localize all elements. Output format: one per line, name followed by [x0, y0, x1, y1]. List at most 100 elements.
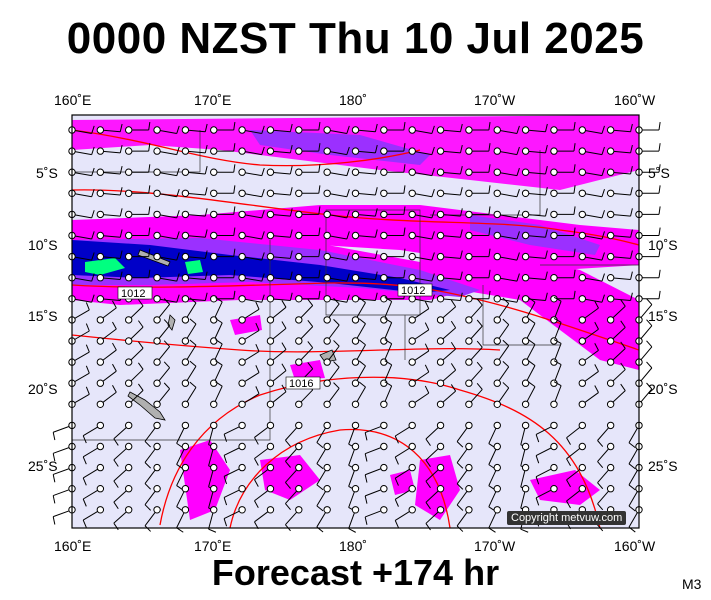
- wind-station-circle: [606, 400, 615, 408]
- right-lat-5s: 5˚S: [648, 165, 670, 181]
- wind-station-circle: [125, 189, 133, 198]
- wind-station-circle: [323, 358, 331, 366]
- wind-station-circle: [125, 337, 133, 345]
- wind-station-circle: [493, 189, 501, 198]
- wind-station-circle: [578, 252, 586, 261]
- wind-barb-feather: [364, 453, 368, 462]
- wind-barb-feather: [255, 301, 260, 310]
- wind-barb-feather: [318, 185, 321, 194]
- wind-barb-feather: [333, 319, 340, 326]
- wind-barb-feather: [119, 250, 123, 259]
- wind-station-circle: [210, 485, 218, 493]
- wind-station-circle: [465, 210, 473, 219]
- wind-barb-feather: [502, 339, 510, 347]
- wind-station-circle: [351, 506, 360, 514]
- wind-barb-feather: [597, 440, 604, 447]
- right-lat-25s: 25˚S: [648, 458, 678, 474]
- wind-barb-feather: [148, 206, 151, 215]
- wind-station-circle: [408, 210, 416, 219]
- wind-barb-feather: [476, 361, 483, 369]
- wind-barb-feather: [233, 122, 236, 131]
- wind-station-circle: [153, 168, 161, 176]
- wind-station-circle: [295, 506, 303, 514]
- wind-barb-feather: [384, 318, 392, 324]
- wind-station-circle: [295, 189, 303, 198]
- wind-station-circle: [521, 189, 530, 198]
- wind-barb-feather: [261, 167, 265, 176]
- wind-barb-feather: [316, 463, 324, 470]
- wind-barb-feather: [261, 125, 265, 134]
- wind-barb-feather: [628, 505, 636, 512]
- wind-barb-feather: [456, 462, 464, 469]
- wind-station-circle: [550, 421, 558, 430]
- wind-barb-feather: [281, 321, 287, 329]
- wind-barb-feather: [261, 146, 265, 155]
- wind-station-circle: [436, 189, 445, 198]
- wind-station-circle: [125, 379, 133, 387]
- wind-barb-feather: [459, 123, 463, 132]
- wind-station-circle: [493, 231, 501, 240]
- wind-barb-feather: [374, 166, 378, 175]
- isobar-1020: [229, 428, 451, 528]
- wind-barb-feather: [113, 522, 119, 531]
- wind-station-circle: [323, 337, 331, 345]
- wind-barb-feather: [215, 339, 223, 345]
- wind-barb-feather: [333, 340, 340, 347]
- wind-barb-feather: [82, 498, 87, 507]
- isobar-label-1012-east: 1012: [401, 285, 425, 297]
- wind-station-circle: [125, 126, 133, 134]
- wind-barb-feather: [601, 146, 605, 155]
- wind-station-circle: [351, 168, 360, 176]
- wind-station-circle: [96, 210, 105, 219]
- isobar-label-1012-west: 1012: [121, 288, 145, 300]
- wind-barb-feather: [502, 382, 510, 389]
- wind-barb-feather: [601, 273, 605, 282]
- wind-station-circle: [238, 485, 246, 493]
- wind-station-circle: [266, 210, 275, 219]
- wind-station-circle: [96, 358, 105, 366]
- wind-barb-feather: [333, 382, 340, 389]
- wind-station-circle: [153, 506, 161, 514]
- wind-barb-feather: [431, 167, 435, 176]
- wind-station-circle: [521, 252, 530, 261]
- wind-station-circle: [493, 316, 501, 324]
- wind-station-circle: [578, 189, 586, 198]
- wind-station-circle: [606, 337, 615, 345]
- wind-station-circle: [408, 379, 416, 387]
- wind-barb-feather: [137, 299, 144, 307]
- wind-barb-feather: [374, 229, 378, 238]
- wind-barb-feather: [374, 144, 378, 153]
- wind-barb-feather: [394, 499, 399, 507]
- wind-barb-feather: [281, 342, 287, 350]
- wind-barb-feather: [189, 360, 197, 367]
- wind-barb-feather: [431, 125, 435, 134]
- wind-station-circle: [351, 189, 360, 198]
- wind-barb-feather: [545, 123, 548, 132]
- wind-barb-feather: [630, 271, 633, 280]
- wind-barb-feather: [528, 339, 536, 345]
- wind-station-circle: [181, 126, 190, 134]
- wind-station-circle: [521, 379, 530, 387]
- wind-station-circle: [238, 231, 246, 240]
- wind-station-circle: [96, 400, 105, 408]
- wind-station-circle: [436, 421, 445, 430]
- wind-barb-feather: [289, 187, 293, 196]
- wind-barb-feather: [204, 144, 208, 153]
- wind-station-circle: [465, 147, 473, 155]
- wind-station-circle: [606, 463, 615, 472]
- wind-barb-feather: [113, 459, 119, 467]
- wind-station-circle: [606, 252, 615, 261]
- vanuatu: [167, 314, 176, 331]
- wind-station-circle: [238, 379, 246, 387]
- wind-barb-feather: [346, 125, 350, 134]
- wind-station-circle: [465, 400, 473, 408]
- wind-barb-feather: [358, 360, 366, 367]
- wind-barb-feather: [358, 339, 366, 346]
- wind-station-circle: [295, 485, 303, 493]
- wind-station-circle: [351, 295, 360, 303]
- wind-barb-feather: [316, 484, 324, 491]
- wind-barb-feather: [573, 122, 576, 131]
- wind-barb-feather: [450, 341, 457, 350]
- wind-station-circle: [436, 506, 445, 514]
- wind-barb-feather: [261, 273, 265, 282]
